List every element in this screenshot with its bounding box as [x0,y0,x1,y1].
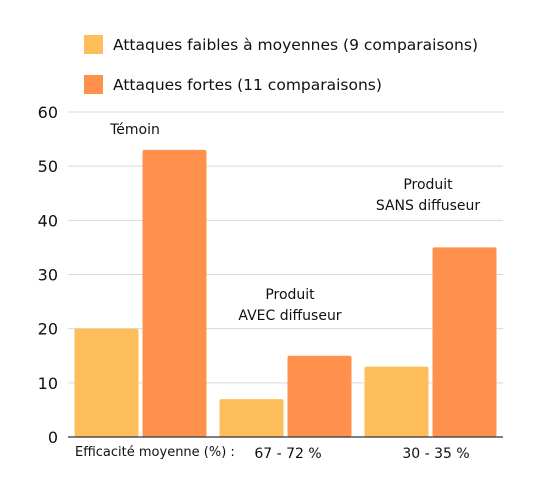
y-tick-label: 40 [38,211,58,230]
bar-series0-cat2 [364,366,429,437]
legend-swatch [84,35,103,54]
y-tick-label: 20 [38,320,58,339]
footer-value: 67 - 72 % [254,446,321,462]
annotation-label: Produit [265,287,315,303]
annotation-label: Produit [403,177,453,193]
y-tick-label: 60 [38,103,58,122]
legend-label: Attaques fortes (11 comparaisons) [113,76,382,94]
footer: Efficacité moyenne (%) : 67 - 72 % 30 - 35… [75,445,470,462]
bar-series1-cat2 [432,247,497,437]
legend: Attaques faibles à moyennes (9 comparais… [84,35,478,94]
legend-swatch [84,75,103,94]
annotations: Témoin Produit AVEC diffuseur Produit SANS d… [109,122,480,324]
bar-series1-cat1 [287,355,352,437]
y-tick-label: 0 [48,428,58,447]
legend-label: Attaques faibles à moyennes (9 comparais… [113,36,478,54]
footer-label: Efficacité moyenne (%) : [75,445,235,460]
annotation-label: AVEC diffuseur [238,308,341,324]
footer-value: 30 - 35 % [402,446,469,462]
annotation-label: SANS diffuseur [376,198,481,214]
y-tick-label: 50 [38,157,58,176]
bar-series0-cat0 [74,328,139,437]
bars [74,149,497,437]
grid-lines [68,111,503,384]
y-tick-label: 30 [38,266,58,285]
axes: 0 10 20 30 40 50 60 [38,103,503,447]
y-tick-label: 10 [38,374,58,393]
bar-series0-cat1 [219,399,284,437]
bar-series1-cat0 [142,149,207,437]
annotation-label: Témoin [109,122,160,138]
